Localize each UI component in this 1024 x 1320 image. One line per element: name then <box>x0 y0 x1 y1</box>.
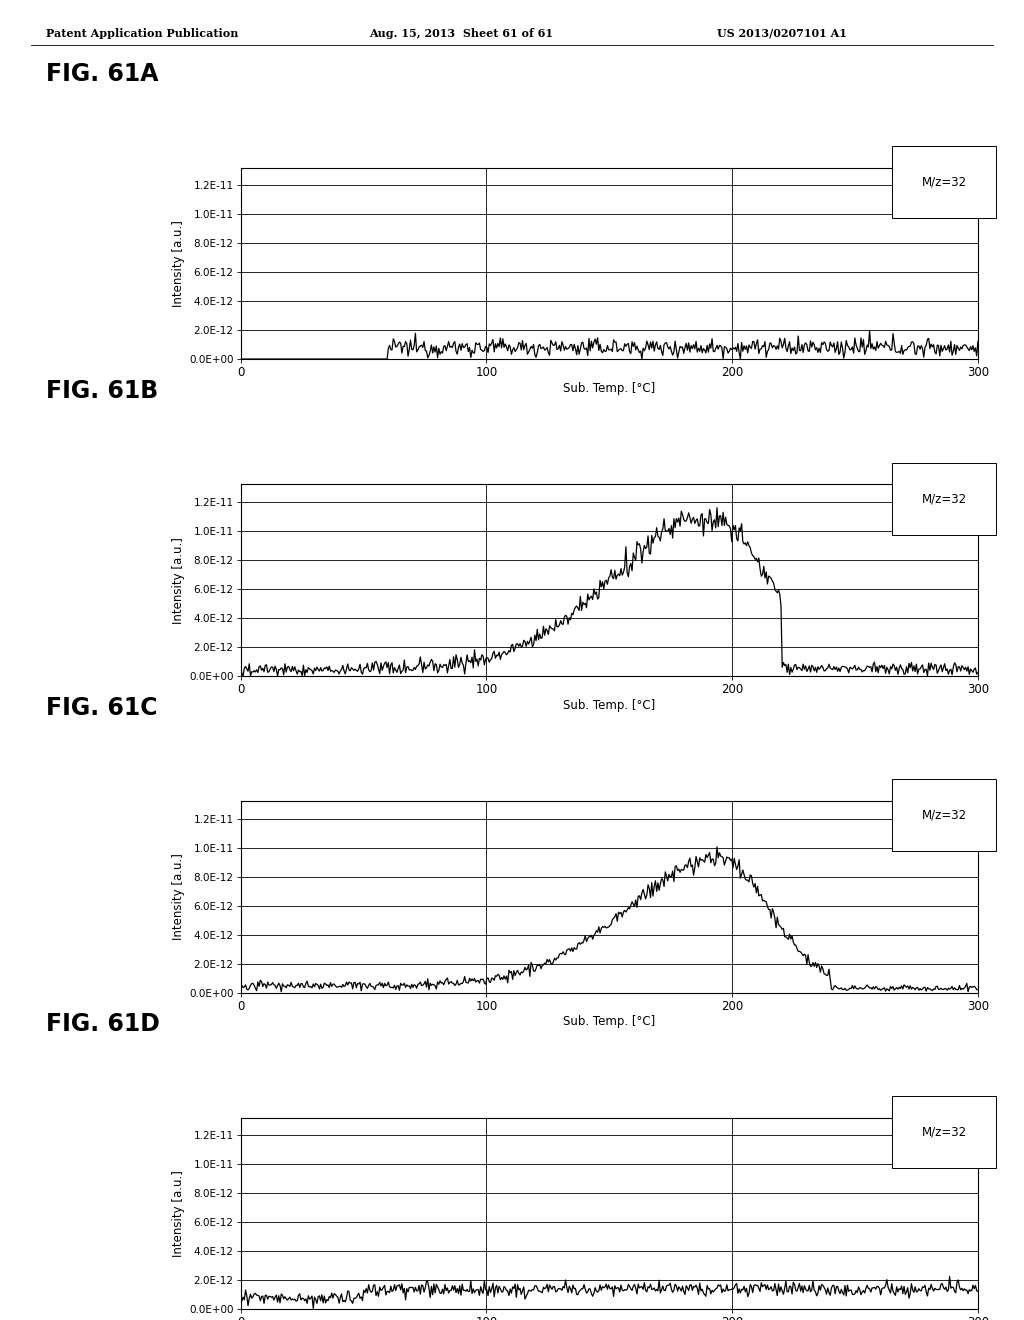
Text: M/z=32: M/z=32 <box>922 176 967 189</box>
Text: US 2013/0207101 A1: US 2013/0207101 A1 <box>717 28 847 38</box>
Text: M/z=32: M/z=32 <box>922 809 967 822</box>
Text: FIG. 61C: FIG. 61C <box>46 696 158 719</box>
X-axis label: Sub. Temp. [°C]: Sub. Temp. [°C] <box>563 381 655 395</box>
Text: FIG. 61A: FIG. 61A <box>46 62 159 86</box>
Text: FIG. 61B: FIG. 61B <box>46 379 159 403</box>
Text: Patent Application Publication: Patent Application Publication <box>46 28 239 38</box>
Y-axis label: Intensity [a.u.]: Intensity [a.u.] <box>172 854 185 940</box>
X-axis label: Sub. Temp. [°C]: Sub. Temp. [°C] <box>563 698 655 711</box>
X-axis label: Sub. Temp. [°C]: Sub. Temp. [°C] <box>563 1015 655 1028</box>
Text: FIG. 61D: FIG. 61D <box>46 1012 160 1036</box>
Y-axis label: Intensity [a.u.]: Intensity [a.u.] <box>172 1171 185 1257</box>
Y-axis label: Intensity [a.u.]: Intensity [a.u.] <box>172 537 185 623</box>
Text: M/z=32: M/z=32 <box>922 1126 967 1139</box>
Text: Aug. 15, 2013  Sheet 61 of 61: Aug. 15, 2013 Sheet 61 of 61 <box>369 28 553 38</box>
Y-axis label: Intensity [a.u.]: Intensity [a.u.] <box>172 220 185 306</box>
Text: M/z=32: M/z=32 <box>922 492 967 506</box>
